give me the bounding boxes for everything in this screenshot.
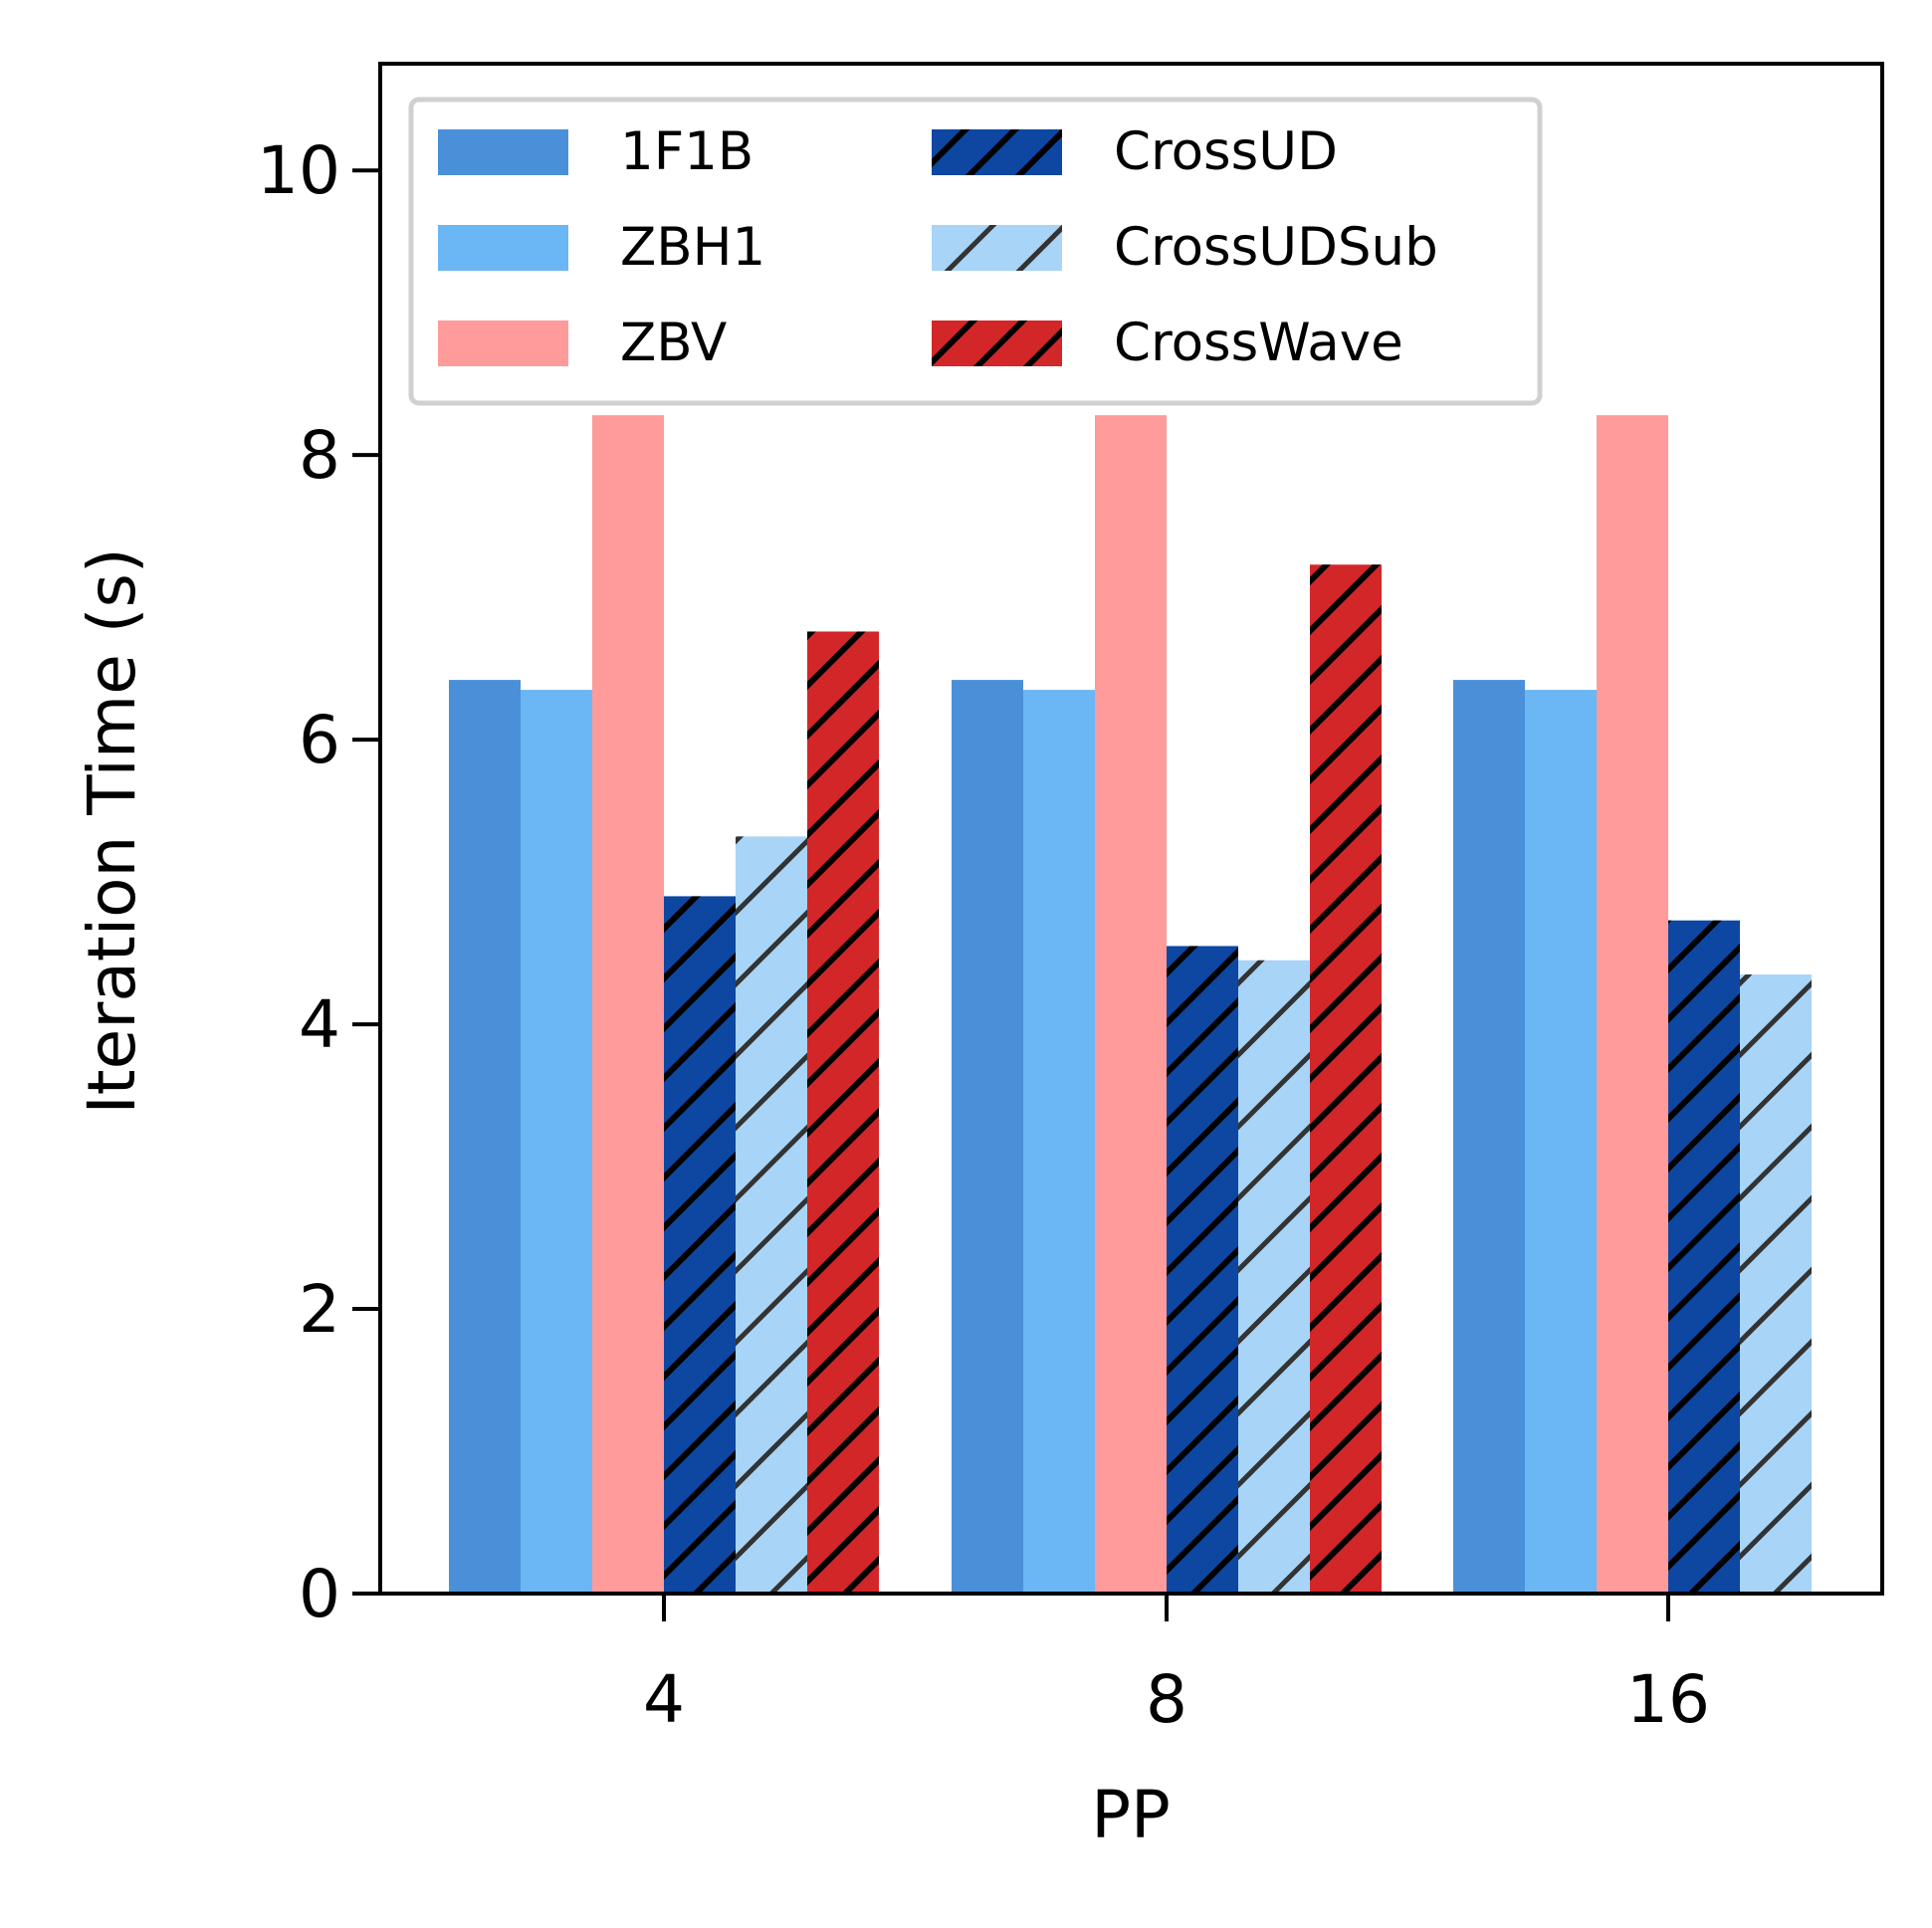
legend-label-1f1b: 1F1B [620, 121, 753, 182]
y-tick-label: 0 [299, 1556, 340, 1632]
y-tick-label: 2 [299, 1271, 340, 1348]
bar-zbh1-pp4 [521, 690, 592, 1594]
legend-label-zbh1: ZBH1 [620, 217, 765, 278]
x-axis-title: PP [1091, 1777, 1171, 1853]
legend-swatch-hatch-crossudsub [932, 225, 1062, 271]
bar-zbh1-pp16 [1525, 690, 1597, 1594]
x-tick-label: 8 [1146, 1661, 1187, 1738]
x-tick-label: 4 [643, 1661, 685, 1738]
legend: 1F1B ZBH1 ZBV CrossUD CrossUDSub CrossWave [408, 97, 1543, 406]
bar-hatch-crossud-pp16 [1668, 920, 1740, 1594]
bar-zbv-pp16 [1597, 415, 1668, 1594]
y-axis: 0 2 4 6 8 10 [257, 132, 380, 1632]
bar-hatch-crossudsub-pp8 [1238, 960, 1310, 1594]
legend-swatch-hatch-crosswave [932, 321, 1062, 366]
x-tick-label: 16 [1626, 1661, 1710, 1738]
bar-zbh1-pp8 [1023, 690, 1095, 1594]
bar-hatch-crossud-pp4 [664, 896, 736, 1594]
y-tick-label: 8 [299, 417, 340, 494]
bar-hatch-crossudsub-pp4 [736, 836, 807, 1594]
legend-label-crossud: CrossUD [1114, 121, 1338, 182]
bars [449, 415, 1812, 1594]
bar-1f1b-pp16 [1453, 680, 1525, 1594]
bar-zbv-pp8 [1095, 415, 1167, 1594]
legend-swatch-zbh1 [438, 225, 568, 271]
legend-label-crossudsub: CrossUDSub [1114, 217, 1438, 278]
legend-label-zbv: ZBV [620, 313, 727, 373]
y-tick-label: 10 [257, 132, 340, 209]
bar-hatch-crossud-pp8 [1167, 946, 1238, 1594]
y-tick-label: 4 [299, 986, 340, 1063]
y-axis-title: Iteration Time (s) [74, 547, 150, 1114]
legend-label-crosswave: CrossWave [1114, 313, 1403, 373]
bar-hatch-crosswave-pp4 [807, 631, 879, 1594]
bar-1f1b-pp8 [952, 680, 1023, 1594]
x-axis: 4 8 16 [643, 1594, 1710, 1738]
y-tick-label: 6 [299, 702, 340, 778]
bar-1f1b-pp4 [449, 680, 521, 1594]
bar-hatch-crosswave-pp8 [1310, 564, 1382, 1594]
legend-swatch-zbv [438, 321, 568, 366]
plot-frame [378, 62, 1884, 1596]
legend-swatch-1f1b [438, 129, 568, 175]
bar-hatch-crossudsub-pp16 [1740, 974, 1812, 1594]
bar-zbv-pp4 [592, 415, 664, 1594]
legend-swatch-hatch-crossud [932, 129, 1062, 175]
